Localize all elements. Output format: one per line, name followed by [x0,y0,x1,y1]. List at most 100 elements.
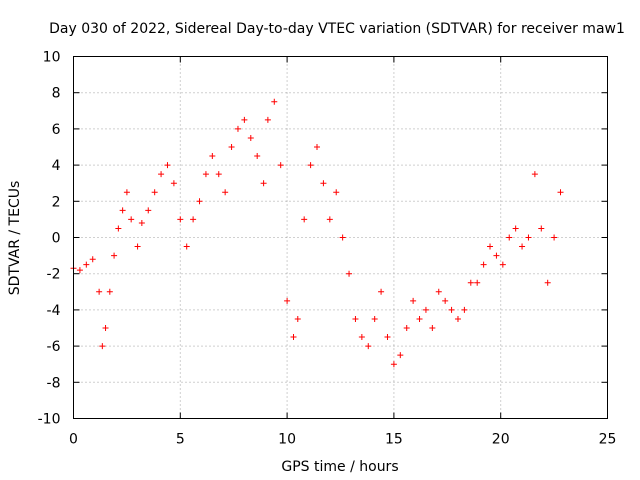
data-point [99,343,106,350]
data-point [487,243,494,250]
data-point [111,252,118,259]
data-point [89,256,96,263]
y-tick-label: 4 [52,158,61,174]
x-tick-label: 0 [69,432,78,448]
x-tick-label: 15 [385,432,403,448]
data-point [123,189,130,196]
data-point [307,162,314,169]
data-point [151,189,158,196]
data-point [506,234,513,241]
y-tick-label: 8 [52,86,61,102]
data-point [83,261,90,268]
data-point [371,315,378,322]
data-point [190,216,197,223]
data-point [254,153,261,160]
y-tick-label: -10 [38,412,61,428]
data-point [480,261,487,268]
data-point [429,325,436,331]
y-axis-label: SDTVAR / TECUs [7,181,23,296]
y-tick-label: -4 [47,303,61,319]
data-point [384,334,391,341]
data-point [158,171,165,178]
y-tick-label: 2 [52,194,61,210]
data-point [474,279,481,286]
data-point [358,334,365,341]
data-point [102,325,109,331]
data-point [320,180,327,187]
data-point [346,270,353,277]
data-point [234,125,241,132]
data-point [378,288,385,295]
y-tick-label: -8 [47,375,61,391]
data-point [294,315,301,322]
data-point [326,216,333,223]
data-point [448,306,455,313]
data-point [538,225,545,232]
y-tick-label: 6 [52,122,61,138]
data-point [145,207,152,214]
data-point [365,343,372,350]
data-point [499,261,506,268]
x-tick-label: 20 [492,432,510,448]
data-point [76,267,83,274]
data-point [512,225,519,232]
y-tick-label: -6 [47,339,61,355]
data-point [352,315,359,322]
data-point [215,171,222,178]
data-point [519,243,526,250]
data-point [138,220,145,227]
data-point [260,180,267,187]
data-point [531,171,538,178]
y-tick-label: -2 [47,267,61,283]
data-point [271,98,278,105]
data-point [183,243,190,250]
x-tick-label: 25 [599,432,617,448]
data-point [333,189,340,196]
data-point [403,325,410,331]
data-point [339,234,346,241]
data-point [467,279,474,286]
data-point [557,189,564,196]
data-point [222,189,229,196]
x-tick-label: 10 [278,432,296,448]
x-axis-label: GPS time / hours [281,459,398,475]
data-point [551,234,558,241]
data-point [177,216,184,223]
data-point [96,288,103,295]
data-point [314,144,321,150]
x-tick-label: 5 [176,432,185,448]
data-point [115,225,122,232]
data-point [128,216,135,223]
data-point [209,153,216,160]
data-point [196,198,203,205]
data-point [170,180,177,187]
data-point [290,334,297,341]
data-point [442,297,449,304]
data-point [164,162,171,169]
data-point [493,252,500,259]
data-point [397,352,404,359]
data-point [277,162,284,169]
data-point [435,288,442,295]
chart-title: Day 030 of 2022, Sidereal Day-to-day VTE… [49,21,625,37]
data-point [461,306,468,313]
data-point [301,216,308,223]
data-point [544,279,551,286]
data-point [119,207,126,214]
data-point [454,315,461,322]
axis-ticks: 0 5 10 15 20 25 -10 -8 -6 -4 -2 0 2 4 6 8 10 [38,50,617,448]
data-point [284,297,291,304]
data-point [416,315,423,322]
data-point [390,361,397,368]
data-point [264,116,271,123]
data-point [410,297,417,304]
data-point [202,171,209,178]
data-point [228,144,235,150]
grid [73,56,608,419]
data-point [106,288,113,295]
data-point [241,116,248,123]
data-point [525,234,532,241]
y-tick-label: 0 [52,231,61,247]
data-point [134,243,141,250]
